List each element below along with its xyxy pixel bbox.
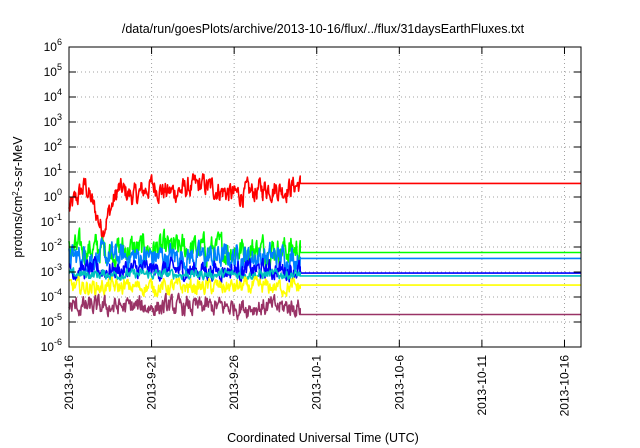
x-axis: 2013-9-16 2013-9-21 2013-9-26 2013-10-1 2013… (62, 47, 571, 416)
y-axis-title: protons/cm2-s-sr-MeV (11, 136, 26, 258)
y-tick-label: 100 (44, 187, 62, 204)
y-tick-label: 10-6 (41, 337, 62, 354)
x-tick-label: 2013-10-1 (310, 355, 324, 410)
y-tick-label: 10-5 (41, 312, 62, 329)
x-axis-title: Coordinated Universal Time (UTC) (227, 431, 419, 445)
x-tick-label: 2013-10-16 (557, 355, 571, 417)
y-tick-label: 104 (44, 87, 62, 104)
y-tick-label: 10-3 (41, 262, 62, 279)
series-line-6 (68, 275, 581, 298)
series-line-4 (68, 256, 581, 284)
y-tick-label: 105 (44, 62, 62, 79)
grid (68, 47, 581, 347)
series-line-5 (68, 267, 581, 281)
series-layer (68, 173, 581, 321)
y-tick-label: 10-4 (41, 287, 62, 304)
y-axis: 10-6 10-5 10-4 10-3 10-2 10-1 100 101 102 103 104 1… (41, 37, 581, 354)
x-tick-label: 2013-10-6 (392, 355, 406, 410)
series-line-7 (68, 292, 581, 321)
x-tick-label: 2013-9-16 (62, 355, 76, 410)
y-tick-label: 106 (44, 37, 62, 54)
y-tick-label: 101 (44, 162, 62, 179)
x-tick-label: 2013-10-11 (475, 355, 489, 416)
y-tick-label: 102 (44, 137, 62, 154)
x-tick-label: 2013-9-21 (145, 355, 159, 410)
series-line-3 (68, 237, 581, 277)
y-tick-label: 10-1 (41, 212, 62, 229)
y-tick-label: 10-2 (41, 237, 62, 254)
series-line-1 (68, 173, 581, 241)
chart-title: /data/run/goesPlots/archive/2013-10-16/f… (122, 22, 525, 36)
x-tick-label: 2013-9-26 (227, 355, 241, 410)
y-tick-label: 103 (44, 112, 62, 129)
